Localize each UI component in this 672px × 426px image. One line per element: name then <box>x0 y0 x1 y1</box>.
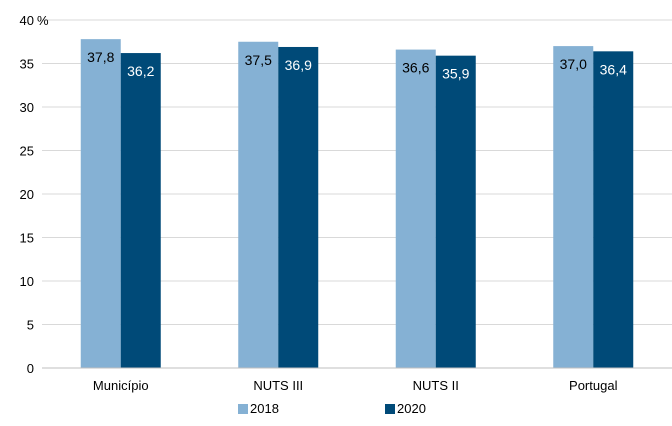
y-tick-label: 20 <box>20 187 34 202</box>
x-category-label: NUTS III <box>253 378 303 393</box>
y-axis-unit: % <box>37 13 49 28</box>
bar-2018 <box>395 49 436 369</box>
bar-2018 <box>238 41 279 368</box>
y-tick-label: 25 <box>20 144 34 159</box>
bar-data-labels: 37,8 36,2 37,5 36,9 36,6 35,9 37,0 36,4 <box>87 49 627 82</box>
x-category-label: Município <box>93 378 149 393</box>
bar-data-label: 36,6 <box>402 60 429 76</box>
bar-2020 <box>435 55 476 369</box>
bar-data-label: 37,0 <box>560 56 587 72</box>
legend-swatch <box>238 404 248 414</box>
bar-2020 <box>593 51 634 368</box>
bars <box>80 39 634 369</box>
legend-label: 2018 <box>250 401 279 416</box>
bar-data-label: 36,9 <box>285 57 312 73</box>
y-tick-label: 35 <box>20 57 34 72</box>
bar-data-label: 37,8 <box>87 49 114 65</box>
bar-data-label: 36,4 <box>600 61 627 77</box>
x-category-label: NUTS II <box>413 378 459 393</box>
bar-2020 <box>120 53 161 369</box>
legend-label: 2020 <box>397 401 426 416</box>
y-tick-label: 5 <box>27 318 34 333</box>
y-tick-label: 15 <box>20 231 34 246</box>
bar-2020 <box>278 46 319 368</box>
y-axis-ticks: 0 5 10 15 20 25 30 35 40 <box>20 13 34 376</box>
bar-data-label: 37,5 <box>245 52 272 68</box>
x-axis-categories: Município NUTS III NUTS II Portugal <box>93 378 618 393</box>
bar-2018 <box>553 46 594 368</box>
bar-data-label: 35,9 <box>442 66 469 82</box>
y-tick-label: 40 <box>20 13 34 28</box>
y-tick-label: 0 <box>27 361 34 376</box>
y-tick-label: 10 <box>20 274 34 289</box>
legend: 2018 2020 <box>238 401 426 416</box>
x-category-label: Portugal <box>569 378 618 393</box>
y-tick-label: 30 <box>20 100 34 115</box>
legend-swatch <box>385 404 395 414</box>
bar-data-label: 36,2 <box>127 63 154 79</box>
bar-2018 <box>80 39 121 368</box>
